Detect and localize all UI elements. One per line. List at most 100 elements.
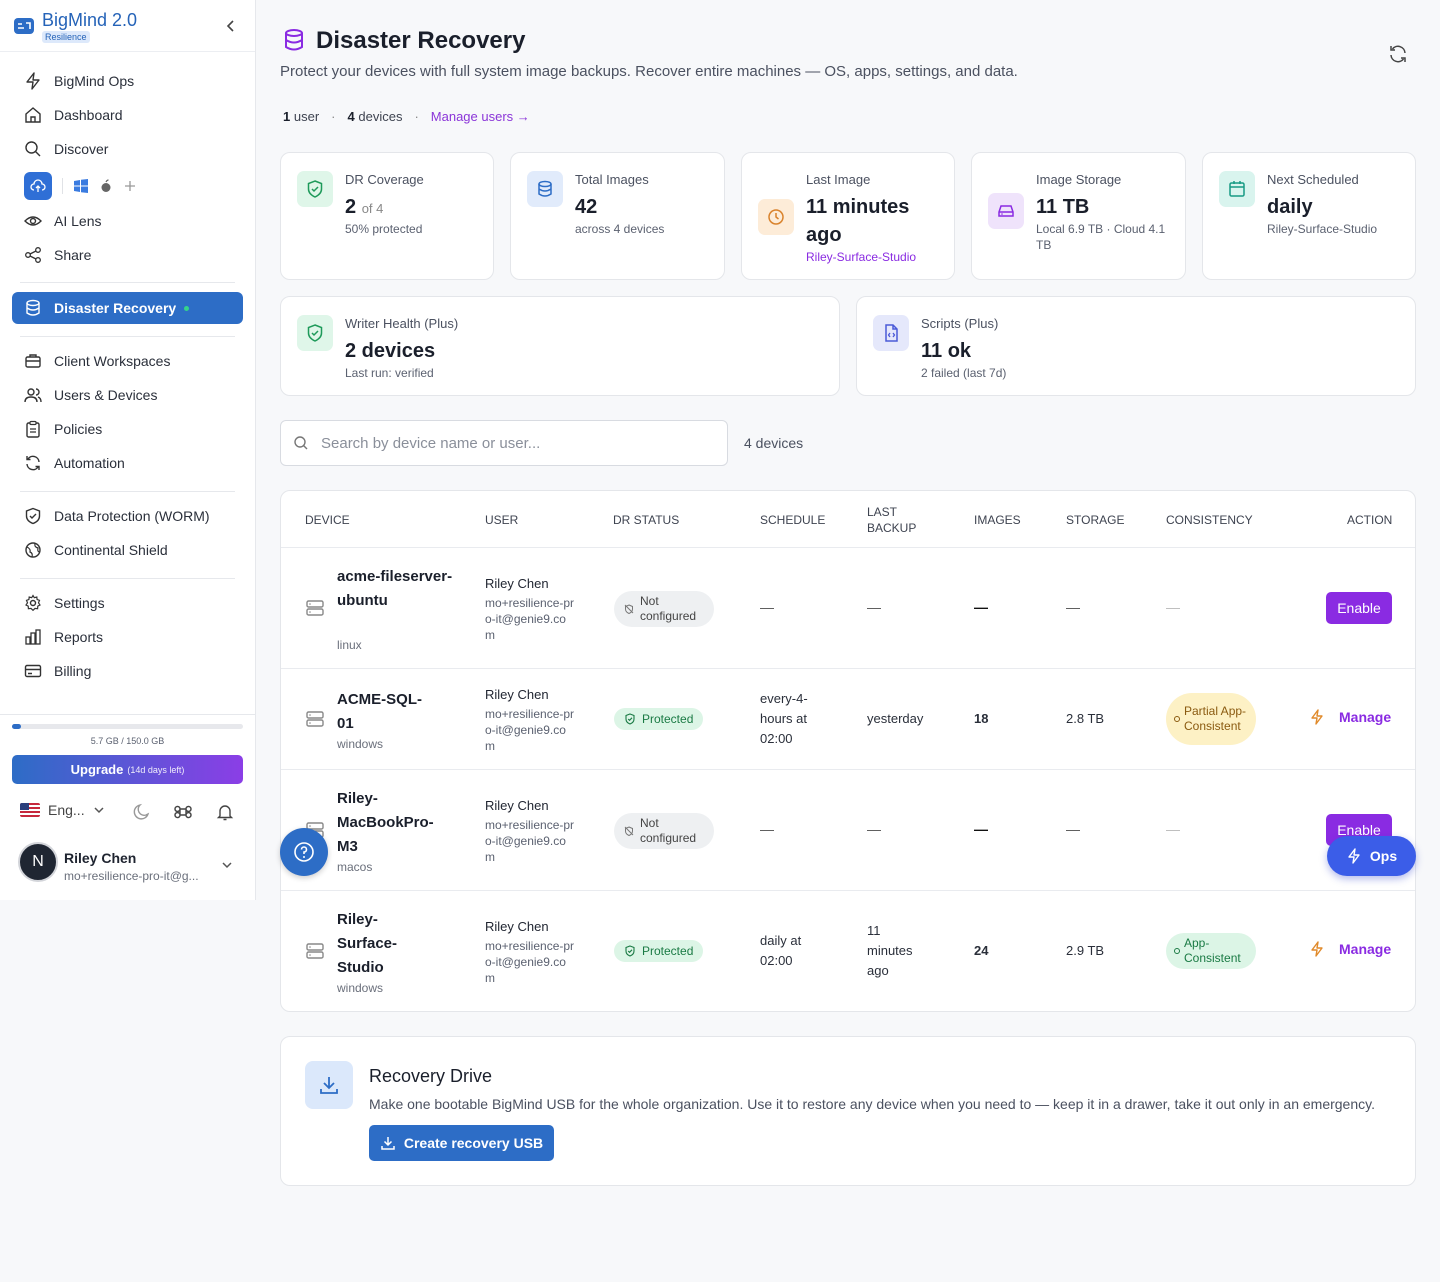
- nav-continental-shield[interactable]: Continental Shield: [24, 538, 168, 562]
- nav-policies[interactable]: Policies: [24, 417, 102, 441]
- manage-users-link[interactable]: Manage users →: [430, 109, 530, 124]
- brain-logo-icon: [14, 18, 34, 34]
- column-header[interactable]: IMAGES: [974, 513, 1021, 527]
- manage-button[interactable]: Manage: [1309, 941, 1391, 957]
- storage: 2.9 TB: [1066, 943, 1105, 958]
- ops-button[interactable]: Ops: [1327, 836, 1416, 876]
- trial-note: (14d days left): [127, 764, 185, 775]
- nav-client-workspaces[interactable]: Client Workspaces: [24, 349, 170, 373]
- nav-share[interactable]: Share: [24, 243, 91, 267]
- eye-icon: [24, 216, 42, 226]
- moon-icon[interactable]: [132, 802, 152, 822]
- recovery-icon-box: [305, 1061, 353, 1109]
- nav-disaster-recovery[interactable]: Disaster Recovery: [12, 292, 243, 324]
- column-header[interactable]: USER: [485, 513, 519, 527]
- column-header[interactable]: DR STATUS: [613, 513, 680, 527]
- stat-icon: [297, 315, 333, 351]
- consistency-badge: App-Consistent: [1166, 933, 1256, 969]
- stat-card-total-images: Total Images 42 across 4 devices: [510, 152, 725, 280]
- search-input[interactable]: [321, 434, 701, 452]
- divider: [0, 714, 255, 715]
- avatar[interactable]: N: [18, 842, 58, 882]
- shield-check-icon: [625, 713, 635, 725]
- bolt-icon: [26, 72, 40, 90]
- clock-icon: [768, 209, 784, 225]
- storage-usage-fill: [12, 724, 21, 729]
- nav-label: Data Protection (WORM): [54, 508, 210, 524]
- chevron-down-icon[interactable]: [220, 858, 234, 872]
- language-selector[interactable]: Eng...: [20, 802, 105, 818]
- user-name: Riley Chen: [64, 850, 137, 866]
- clipboard-icon: [26, 420, 40, 438]
- windows-icon[interactable]: [73, 178, 89, 194]
- stat-value: 42: [575, 196, 598, 218]
- column-header[interactable]: LAST BACKUP: [867, 505, 917, 535]
- os-filter-all[interactable]: [24, 172, 52, 200]
- enable-button[interactable]: Enable: [1326, 592, 1392, 624]
- divider: [281, 668, 1415, 669]
- stat-card-dr-coverage: DR Coverage 2 of 4 50% protected: [280, 152, 494, 280]
- server-icon: [306, 711, 324, 727]
- user-email: mo+resilience-pro-it@genie9.com: [485, 707, 575, 753]
- stat-card-last-image: Last Image 11 minutes ago Riley-Surface-…: [741, 152, 955, 280]
- nav-discover[interactable]: Discover: [24, 137, 108, 161]
- bell-icon[interactable]: [215, 802, 235, 822]
- column-header[interactable]: DEVICE: [305, 513, 350, 527]
- nav-label: Discover: [54, 141, 109, 157]
- apple-icon[interactable]: [99, 179, 113, 193]
- command-icon[interactable]: [173, 802, 193, 822]
- nav-dashboard[interactable]: Dashboard: [24, 103, 123, 127]
- bar-chart-icon: [25, 629, 41, 645]
- stat-label: Next Scheduled: [1267, 172, 1359, 187]
- nav-users-devices[interactable]: Users & Devices: [24, 383, 157, 407]
- divider: [281, 890, 1415, 891]
- schedule: every-4-hours at 02:00: [760, 691, 808, 746]
- collapse-sidebar-icon[interactable]: [224, 17, 238, 35]
- stat-sub: Local 6.9 TB · Cloud 4.1 TB: [1036, 222, 1166, 252]
- card-icon: [24, 664, 42, 678]
- recovery-drive-panel: Recovery Drive Make one bootable BigMind…: [280, 1036, 1416, 1186]
- images: —: [974, 599, 988, 615]
- stat-value: 11 minutes ago: [806, 196, 910, 246]
- recovery-title: Recovery Drive: [369, 1066, 493, 1086]
- column-header[interactable]: ACTION: [1347, 513, 1393, 527]
- stat-icon: [297, 171, 333, 207]
- upgrade-button[interactable]: Upgrade (14d days left): [12, 755, 243, 784]
- device-os: windows: [337, 737, 384, 751]
- nav-settings[interactable]: Settings: [24, 591, 105, 615]
- stat-card-next-scheduled: Next Scheduled daily Riley-Surface-Studi…: [1202, 152, 1416, 280]
- sidebar: BigMind 2.0 Resilience BigMind Ops Dashb…: [0, 0, 256, 900]
- user-email: mo+resilience-pro-it@g...: [64, 869, 199, 883]
- schedule: daily at 02:00: [760, 933, 802, 968]
- shield-icon: [25, 507, 41, 525]
- column-header[interactable]: SCHEDULE: [760, 513, 826, 527]
- separator: ·: [331, 109, 336, 124]
- bolt-icon: [1348, 848, 1360, 864]
- refresh-icon[interactable]: [1388, 44, 1408, 64]
- device-search: [280, 420, 728, 466]
- nav-billing[interactable]: Billing: [24, 659, 91, 683]
- nav-reports[interactable]: Reports: [24, 625, 103, 649]
- help-button[interactable]: [280, 828, 328, 876]
- create-recovery-usb-button[interactable]: Create recovery USB: [369, 1125, 554, 1161]
- nav-bigmind-ops[interactable]: BigMind Ops: [24, 69, 134, 93]
- hard-drive-icon: [998, 205, 1014, 217]
- user-email: mo+resilience-pro-it@genie9.com: [485, 596, 575, 642]
- users-icon: [24, 388, 42, 403]
- devices-table: DEVICE USER DR STATUS SCHEDULE LAST BACK…: [280, 490, 1416, 1012]
- manage-button[interactable]: Manage: [1309, 709, 1391, 725]
- nav-automation[interactable]: Automation: [24, 451, 125, 475]
- column-header[interactable]: CONSISTENCY: [1166, 513, 1253, 527]
- storage: 2.8 TB: [1066, 711, 1105, 726]
- nav-data-protection[interactable]: Data Protection (WORM): [24, 504, 210, 528]
- storage-usage-bar: [12, 724, 243, 729]
- add-icon[interactable]: [123, 179, 137, 193]
- shield-off-icon: [624, 826, 634, 836]
- stat-label: Scripts (Plus): [921, 316, 999, 331]
- column-header[interactable]: STORAGE: [1066, 513, 1125, 527]
- nav-ai-lens[interactable]: AI Lens: [24, 209, 101, 233]
- storage-usage-text: 5.7 GB / 150.0 GB: [90, 736, 165, 746]
- device-count: 4 devices: [744, 435, 804, 451]
- stat-sub: 50% protected: [345, 222, 423, 236]
- stat-label: Last Image: [806, 172, 871, 187]
